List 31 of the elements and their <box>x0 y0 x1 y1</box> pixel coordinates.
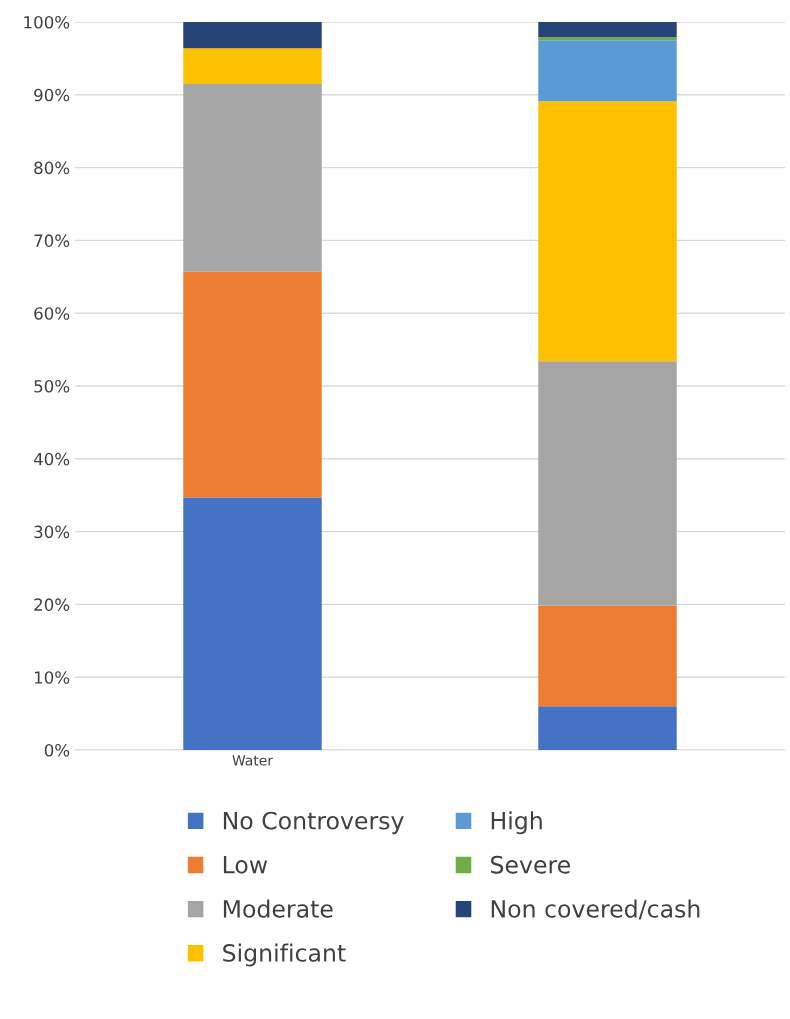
legend-label: Moderate <box>223 899 333 918</box>
y-tick-label: 30% <box>34 525 70 539</box>
bar <box>538 40 677 102</box>
y-tick-label: 80% <box>34 161 70 175</box>
legend-label: High <box>491 811 542 835</box>
y-tick-label: 100% <box>24 15 70 29</box>
legend-label: Severe <box>491 855 570 874</box>
x-tick-label: Water <box>232 755 274 766</box>
bar <box>538 101 677 362</box>
bar <box>538 37 677 41</box>
bar <box>538 22 677 38</box>
legend-label: No Controversy <box>223 811 404 835</box>
y-tick-label: 40% <box>33 452 70 466</box>
bar <box>183 48 322 84</box>
y-tick-label: 10% <box>34 671 70 684</box>
y-tick-label: 90% <box>34 88 70 102</box>
bar <box>538 706 677 750</box>
y-tick-label: 70% <box>34 234 70 247</box>
bar <box>183 22 322 49</box>
y-tick-label: 0% <box>44 743 70 757</box>
legend-label: Low <box>223 856 268 874</box>
legend-label: Significant <box>223 943 346 967</box>
bar <box>538 361 677 606</box>
y-tick-label: 60% <box>34 307 70 320</box>
y-tick-label: 50% <box>34 379 70 393</box>
bar <box>183 497 322 750</box>
bar <box>183 83 322 272</box>
legend-label: Non covered/cash <box>491 899 700 920</box>
bar <box>183 271 322 498</box>
y-tick-label: 20% <box>34 598 70 611</box>
bar <box>538 605 677 707</box>
